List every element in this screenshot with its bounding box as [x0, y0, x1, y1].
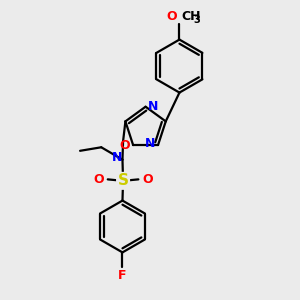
Text: O: O: [142, 173, 153, 186]
Text: S: S: [118, 173, 129, 188]
Text: N: N: [148, 100, 158, 113]
Text: F: F: [118, 269, 127, 282]
Text: O: O: [93, 173, 104, 186]
Text: N: N: [112, 151, 122, 164]
Text: 3: 3: [194, 15, 200, 25]
Text: N: N: [145, 137, 156, 150]
Text: CH: CH: [181, 10, 200, 23]
Text: O: O: [119, 139, 130, 152]
Text: O: O: [167, 10, 177, 23]
